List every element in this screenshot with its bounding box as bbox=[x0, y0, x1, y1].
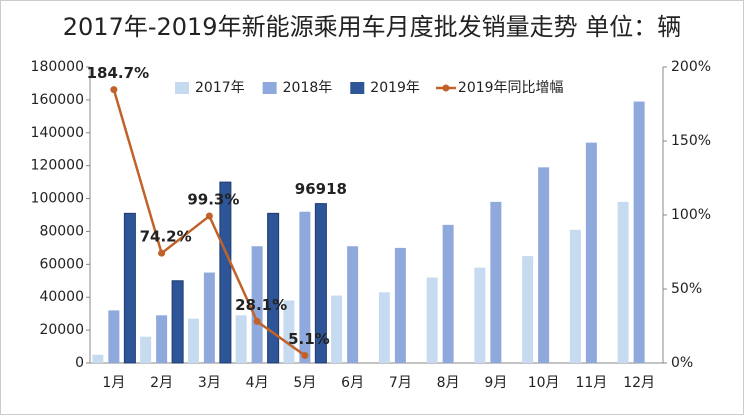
chart-title: 2017年-2019年新能源乘用车月度批发销量走势 单位：辆 bbox=[63, 13, 681, 41]
line-point bbox=[110, 86, 118, 94]
y-tick-label: 100000 bbox=[31, 191, 84, 207]
legend-swatch bbox=[350, 82, 365, 94]
line-point bbox=[158, 249, 166, 257]
y2-tick-label: 100% bbox=[671, 207, 711, 223]
y2-tick-label: 150% bbox=[671, 133, 711, 149]
bar bbox=[299, 211, 311, 363]
bar bbox=[140, 336, 152, 363]
bar bbox=[585, 142, 597, 363]
y2-tick-label: 200% bbox=[671, 59, 711, 75]
legend-label: 2017年 bbox=[195, 80, 245, 96]
legend-swatch bbox=[262, 82, 277, 94]
bar bbox=[156, 315, 168, 363]
bar bbox=[378, 292, 390, 363]
x-tick-label: 2月 bbox=[150, 375, 173, 391]
bar bbox=[474, 267, 486, 363]
x-tick-label: 3月 bbox=[198, 375, 221, 391]
bar bbox=[187, 318, 199, 363]
legend-label: 2019年 bbox=[370, 80, 420, 96]
bar bbox=[92, 354, 104, 363]
legend-label: 2019年同比增幅 bbox=[458, 80, 564, 96]
data-label: 74.2% bbox=[140, 228, 192, 246]
line-point bbox=[301, 351, 309, 359]
x-tick-label: 8月 bbox=[437, 375, 460, 391]
y-tick-label: 20000 bbox=[39, 322, 84, 338]
data-label: 96918 bbox=[295, 180, 347, 198]
y-tick-label: 80000 bbox=[39, 223, 84, 239]
bar bbox=[426, 277, 438, 363]
bar bbox=[331, 295, 343, 363]
x-tick-label: 5月 bbox=[293, 375, 316, 391]
data-label: 28.1% bbox=[235, 296, 287, 314]
bar bbox=[123, 212, 136, 364]
x-tick-label: 12月 bbox=[623, 375, 655, 391]
bar bbox=[267, 212, 280, 364]
data-label: 184.7% bbox=[87, 64, 149, 82]
y-tick-label: 180000 bbox=[31, 59, 84, 75]
bar bbox=[235, 315, 247, 363]
bar bbox=[394, 247, 406, 363]
bar bbox=[219, 181, 232, 364]
x-tick-label: 7月 bbox=[389, 375, 412, 391]
bar bbox=[617, 201, 629, 363]
bar bbox=[108, 310, 120, 363]
bar bbox=[569, 229, 581, 363]
data-label: 99.3% bbox=[187, 191, 239, 209]
x-tick-label: 10月 bbox=[528, 375, 560, 391]
legend-label: 2018年 bbox=[283, 80, 333, 96]
bar bbox=[633, 101, 645, 364]
x-tick-label: 1月 bbox=[102, 375, 125, 391]
line-point bbox=[205, 212, 213, 220]
x-tick-label: 6月 bbox=[341, 375, 364, 391]
bar bbox=[522, 256, 534, 363]
y-tick-label: 160000 bbox=[31, 92, 84, 108]
bar bbox=[203, 272, 215, 363]
bar bbox=[171, 280, 184, 364]
y-tick-label: 0 bbox=[75, 355, 84, 371]
legend-swatch bbox=[175, 82, 189, 94]
y2-tick-label: 0% bbox=[671, 355, 693, 371]
bar bbox=[283, 300, 295, 363]
bar bbox=[538, 167, 550, 363]
bar bbox=[442, 224, 454, 363]
y-tick-label: 140000 bbox=[31, 125, 84, 141]
y2-tick-label: 50% bbox=[671, 281, 702, 297]
bar bbox=[314, 203, 327, 364]
y-tick-label: 40000 bbox=[39, 289, 84, 305]
bar bbox=[490, 201, 502, 363]
y-tick-label: 120000 bbox=[31, 158, 84, 174]
data-label: 5.1% bbox=[288, 330, 330, 348]
x-tick-label: 11月 bbox=[575, 375, 607, 391]
legend-swatch bbox=[442, 84, 450, 92]
y-tick-label: 60000 bbox=[39, 256, 84, 272]
bar bbox=[347, 246, 359, 363]
bar bbox=[251, 246, 263, 363]
x-tick-label: 9月 bbox=[484, 375, 507, 391]
line-point bbox=[253, 317, 261, 325]
x-tick-label: 4月 bbox=[246, 375, 269, 391]
